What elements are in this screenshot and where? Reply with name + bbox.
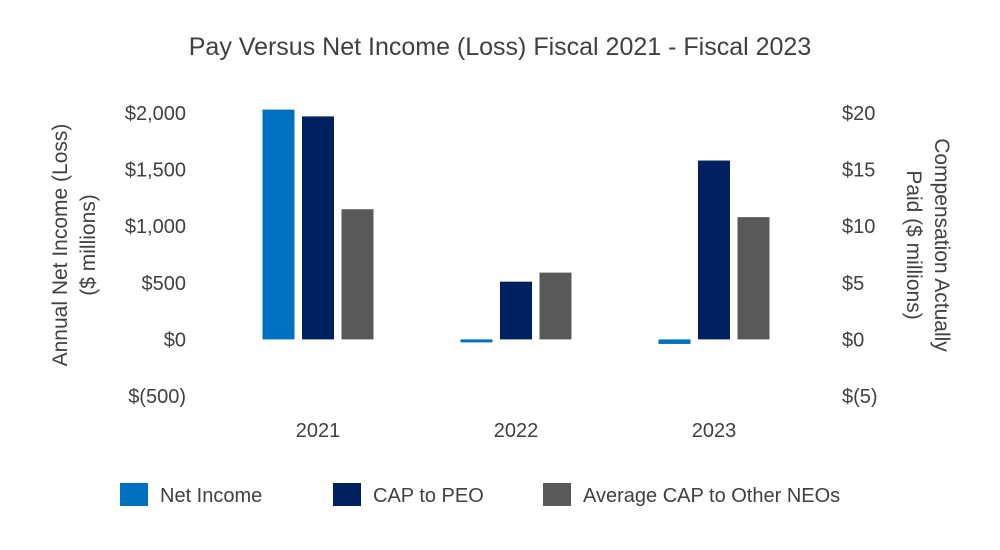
- bar-cap-to-peo-2021: [302, 116, 334, 340]
- legend-label-average-cap-to-other-neos: Average CAP to Other NEOs: [583, 485, 840, 507]
- bar-cap-to-peo-2022: [500, 281, 532, 340]
- left-tick-label: $500: [142, 273, 187, 295]
- legend-label-cap-to-peo: CAP to PEO: [373, 485, 484, 507]
- right-tick-label: $10: [842, 216, 875, 238]
- legend: Net Income CAP to PEO Average CAP to Other…: [120, 483, 840, 507]
- bar-cap-to-peo-2023: [698, 160, 730, 340]
- right-tick-label: $0: [842, 329, 864, 351]
- legend-label-net-income: Net Income: [160, 485, 262, 507]
- bars: [262, 109, 770, 344]
- left-axis-ticks: $2,000 $1,500 $1,000 $500 $0 $(500): [125, 103, 186, 408]
- right-tick-label: $(5): [842, 386, 878, 408]
- right-tick-label: $20: [842, 103, 875, 125]
- left-tick-label: $1,000: [125, 216, 186, 238]
- legend-swatch-cap-to-peo: [333, 483, 361, 506]
- bar-average-cap-to-other-neos-2021: [341, 209, 374, 340]
- right-tick-label: $5: [842, 273, 864, 295]
- chart-title: Pay Versus Net Income (Loss) Fiscal 2021…: [189, 33, 812, 61]
- left-tick-label: $(500): [128, 386, 186, 408]
- bar-net-income-2021: [262, 109, 295, 340]
- right-axis-label-line1: Compensation Actually: [930, 138, 953, 352]
- bar-net-income-2022: [460, 339, 493, 343]
- right-axis-label-line2: Paid ($ millions): [902, 170, 925, 319]
- left-axis-label-line1: Annual Net Income (Loss): [49, 124, 72, 367]
- legend-swatch-net-income: [120, 483, 148, 506]
- left-tick-label: $2,000: [125, 103, 186, 125]
- bar-average-cap-to-other-neos-2022: [539, 272, 572, 340]
- left-tick-label: $1,500: [125, 160, 186, 182]
- x-tick-label: 2023: [692, 420, 737, 442]
- left-tick-label: $0: [164, 329, 186, 351]
- right-axis-ticks: $20 $15 $10 $5 $0 $(5): [842, 103, 878, 408]
- bar-average-cap-to-other-neos-2023: [737, 217, 770, 340]
- bar-net-income-2023: [658, 339, 691, 344]
- x-tick-label: 2021: [296, 420, 341, 442]
- left-axis-label-line2: ($ millions): [77, 194, 100, 296]
- x-axis-ticks: 2021 2022 2023: [296, 420, 737, 442]
- legend-swatch-average-cap-to-other-neos: [543, 483, 571, 506]
- right-tick-label: $15: [842, 160, 875, 182]
- x-tick-label: 2022: [494, 420, 539, 442]
